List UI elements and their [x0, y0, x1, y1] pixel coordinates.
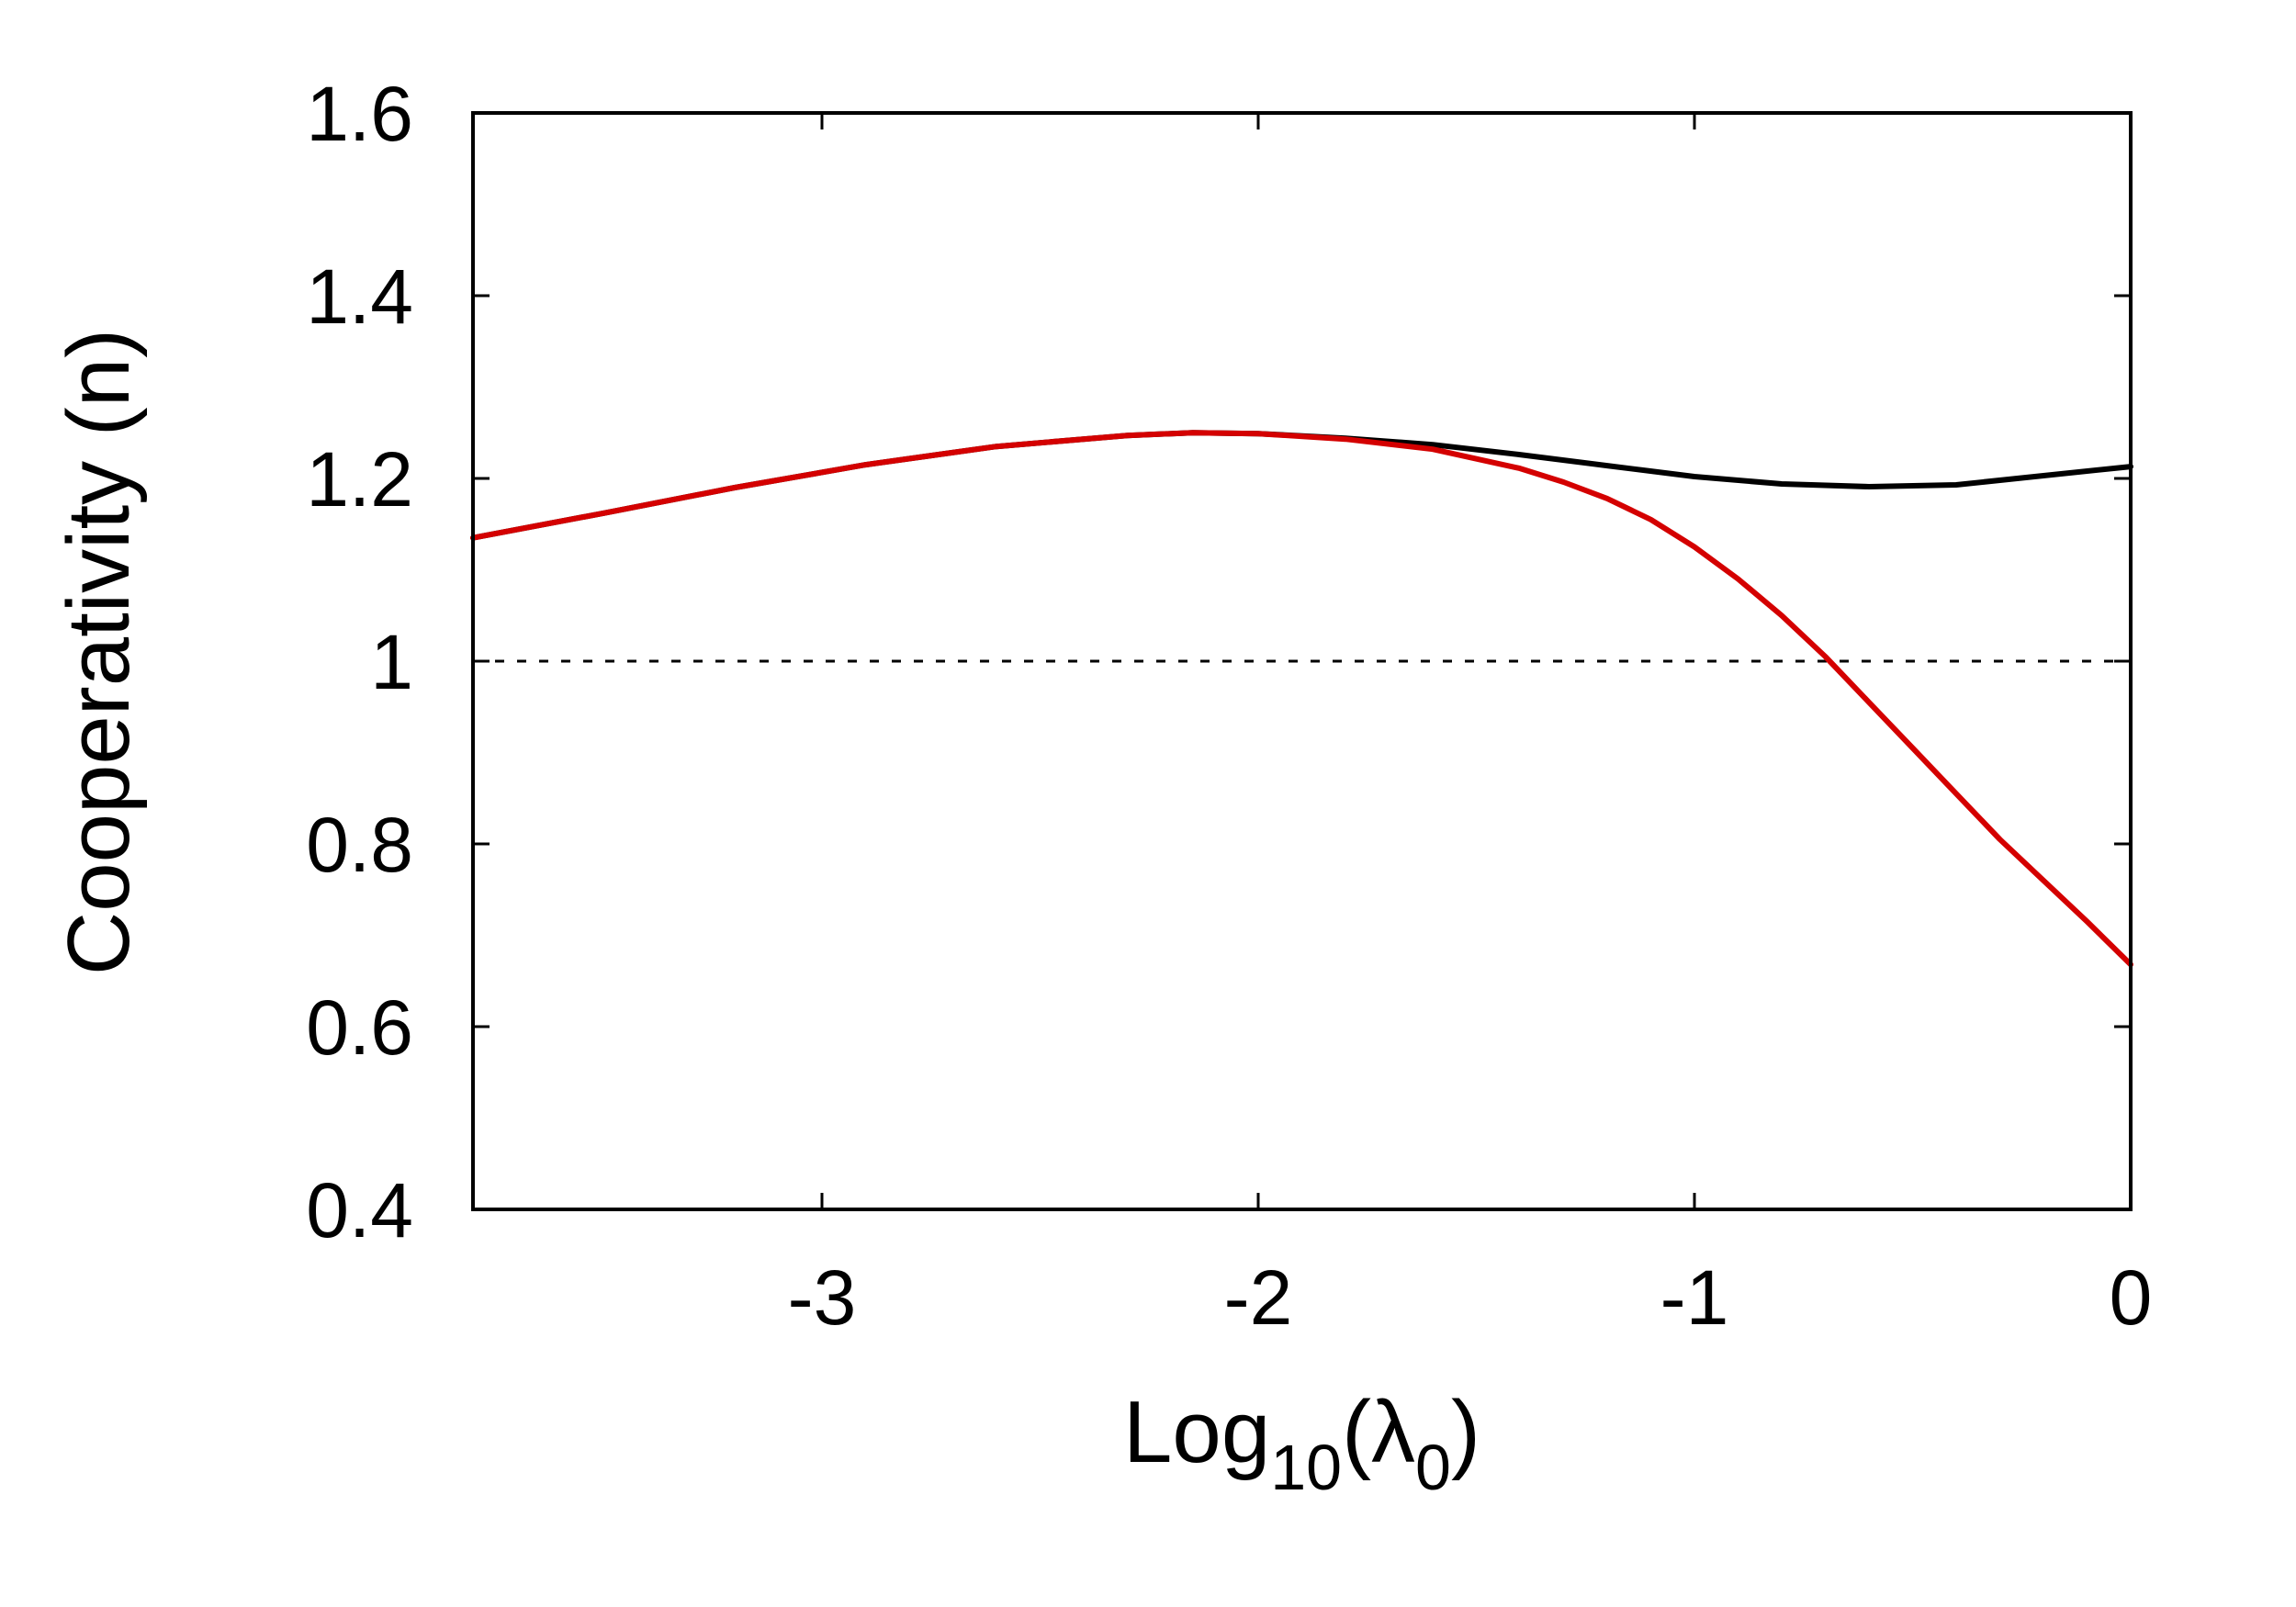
x-title-end: ): [1451, 1383, 1480, 1481]
x-tick-label: -3: [788, 1254, 857, 1341]
x-tick-label: -2: [1224, 1254, 1293, 1341]
x-title-sub2: 0: [1415, 1432, 1451, 1503]
series-line-1: [470, 430, 2133, 968]
y-tick-label: 1.4: [306, 253, 413, 340]
series-layer: [470, 430, 2133, 968]
y-tick-label: 0.8: [306, 802, 413, 888]
y-tick-label: 1.6: [306, 71, 413, 157]
x-tick-label: -1: [1660, 1254, 1729, 1341]
series-line-0: [470, 430, 2133, 541]
x-title-base: Log: [1123, 1383, 1270, 1481]
x-tick-label: 0: [2110, 1254, 2153, 1341]
x-title-mid: (λ: [1342, 1383, 1415, 1481]
y-tick-label: 0.6: [306, 984, 413, 1071]
y-tick-label: 1: [370, 619, 413, 705]
tick-layer: -3 -2 -1 0 0.4 0.6 0.8 1 1.2 1.4 1.6: [306, 71, 2152, 1341]
x-axis-title: Log10(λ0): [1123, 1383, 1480, 1503]
x-title-sub1: 10: [1270, 1432, 1342, 1503]
y-axis-title: Cooperativity (n): [50, 329, 148, 975]
y-tick-label: 0.4: [306, 1167, 413, 1253]
y-tick-label: 1.2: [306, 436, 413, 523]
